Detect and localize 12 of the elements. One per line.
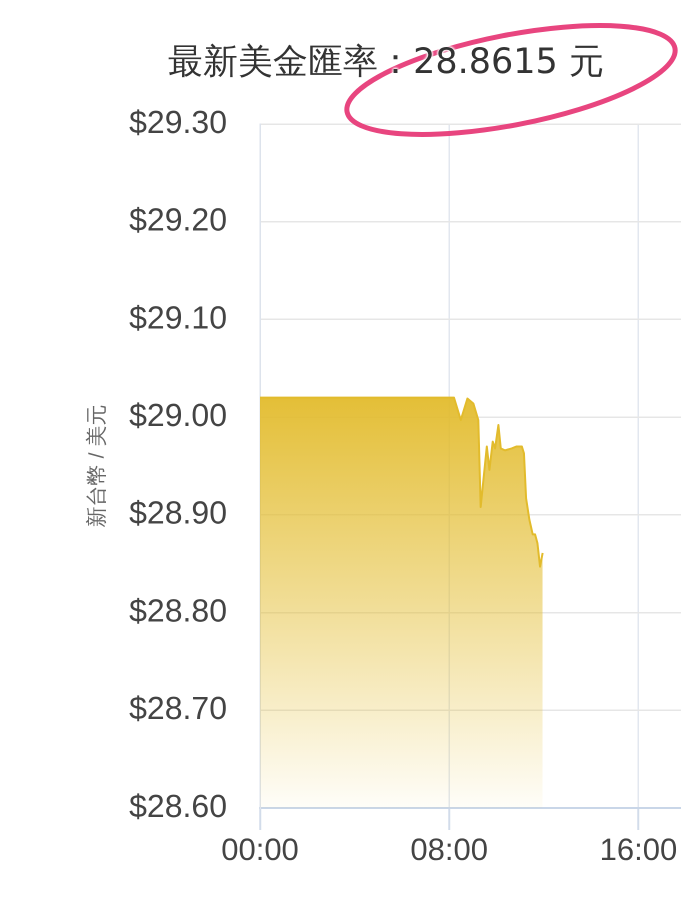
y-tick-label: $28.60 xyxy=(129,788,227,824)
y-axis-title: 新台幣 / 美元 xyxy=(85,404,108,528)
y-tick-label: $28.90 xyxy=(129,494,227,531)
y-tick-label: $29.10 xyxy=(129,299,227,336)
x-tick-label: 16:00 xyxy=(600,832,678,868)
y-tick-label: $29.20 xyxy=(129,202,227,238)
y-tick-label: $28.80 xyxy=(129,592,227,628)
y-tick-label: $29.30 xyxy=(129,104,227,140)
x-tick-label: 00:00 xyxy=(221,832,299,868)
x-tick-label: 08:00 xyxy=(410,832,488,868)
y-tick-label: $29.00 xyxy=(129,396,227,433)
y-tick-label: $28.70 xyxy=(129,690,227,726)
